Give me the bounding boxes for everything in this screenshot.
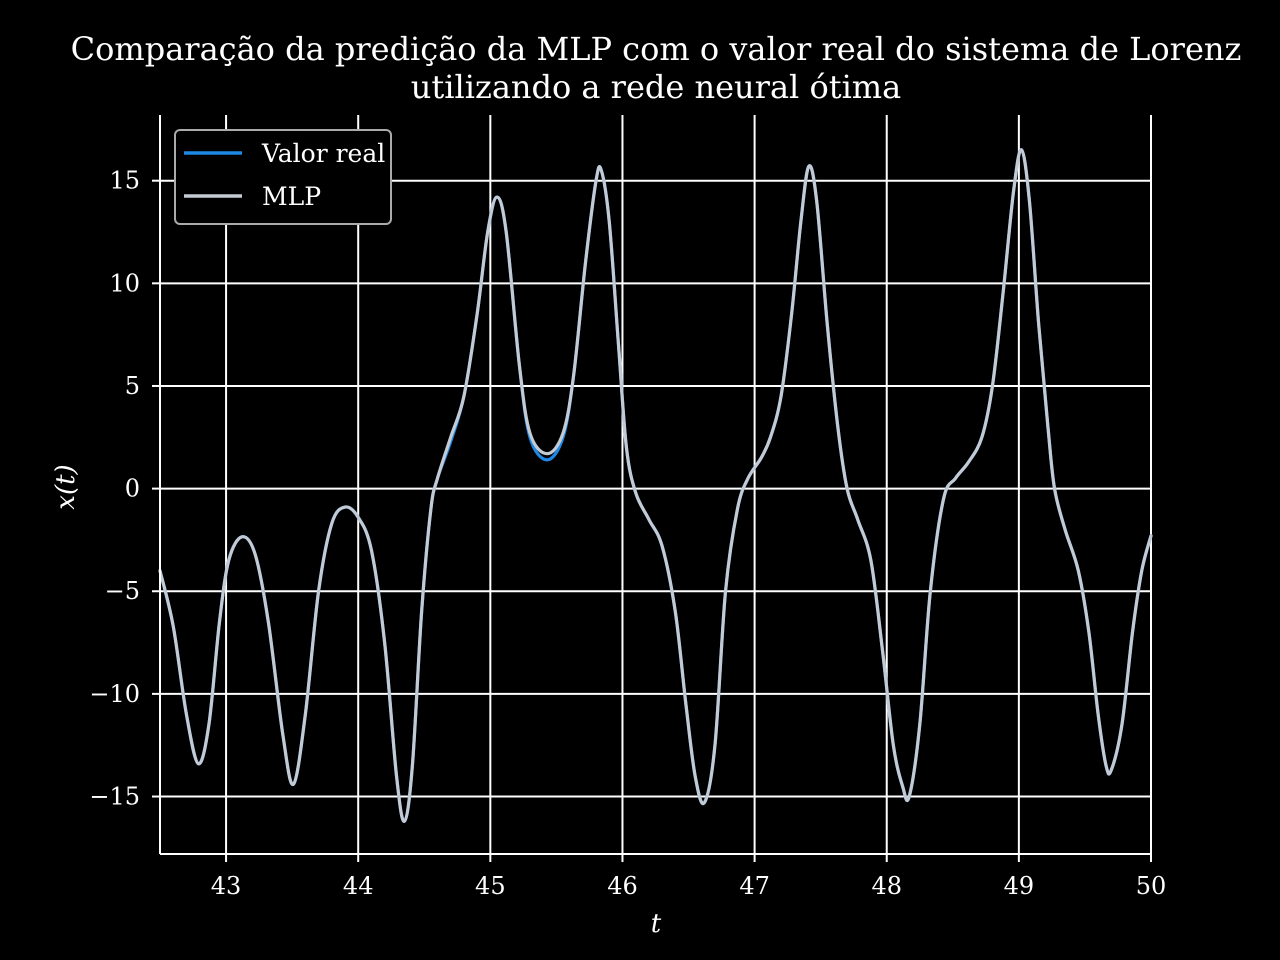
y-tick-label: 5 [125, 372, 140, 400]
x-tick-label: 49 [1004, 872, 1035, 900]
legend: Valor real MLP [174, 129, 392, 225]
y-tick-label: −15 [89, 783, 140, 811]
y-tick-label: 0 [125, 475, 140, 503]
x-tick-label: 46 [607, 872, 638, 900]
grid-lines [160, 115, 1152, 854]
axes [152, 115, 1152, 862]
y-tick-label: −10 [89, 680, 140, 708]
series-line-mlp [158, 148, 1153, 823]
x-tick-label: 43 [211, 872, 242, 900]
y-tick-label: 15 [109, 167, 140, 195]
y-tick-label: −5 [105, 577, 140, 605]
series-layer [158, 148, 1153, 823]
y-axis-label: x(t) [51, 464, 81, 509]
x-tick-label: 47 [739, 872, 770, 900]
tick-labels: 43 44 45 46 47 48 49 50 −15 −10 −5 0 5 10 15 [89, 167, 1166, 900]
x-tick-label: 48 [871, 872, 902, 900]
y-tick-label: 10 [109, 269, 140, 297]
legend-label-valor-real: Valor real [261, 139, 385, 168]
x-tick-label: 50 [1136, 872, 1167, 900]
chart-title-line-2: utilizando a rede neural ótima [411, 68, 901, 106]
legend-label-mlp: MLP [262, 182, 321, 211]
x-axis-label: t [651, 909, 662, 939]
chart-title-line-1: Comparação da predição da MLP com o valo… [71, 30, 1242, 68]
x-tick-label: 45 [475, 872, 506, 900]
x-tick-label: 44 [343, 872, 374, 900]
